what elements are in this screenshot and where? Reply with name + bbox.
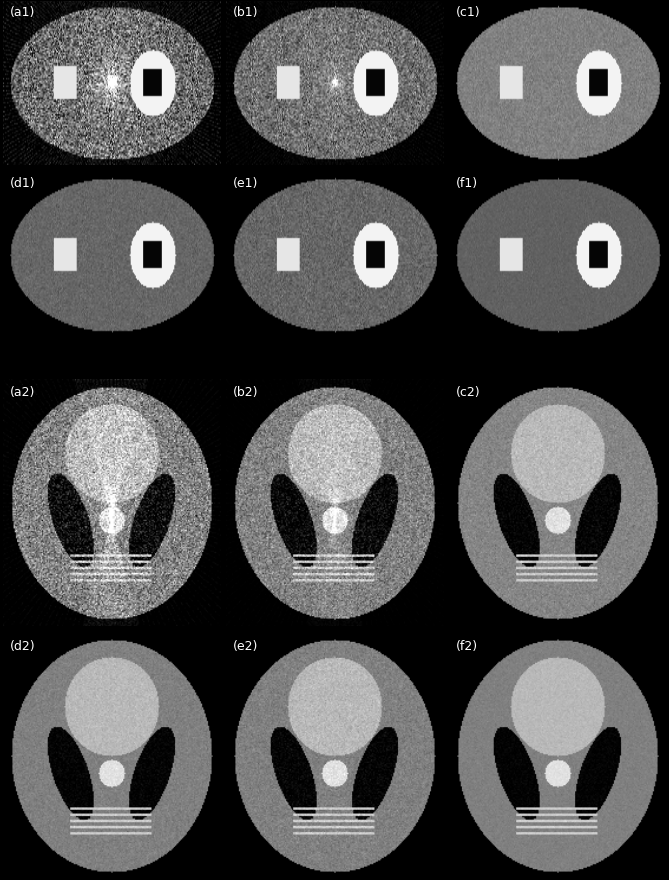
Text: (a2): (a2) xyxy=(10,386,35,400)
Text: (d1): (d1) xyxy=(10,177,35,190)
Text: (b1): (b1) xyxy=(233,6,258,18)
Text: (a1): (a1) xyxy=(10,6,35,18)
Text: (c2): (c2) xyxy=(456,386,480,400)
Text: (e2): (e2) xyxy=(233,640,258,653)
Text: (c1): (c1) xyxy=(456,6,480,18)
Text: (e1): (e1) xyxy=(233,177,258,190)
Text: (f1): (f1) xyxy=(456,177,478,190)
Text: (b2): (b2) xyxy=(233,386,258,400)
Text: (d2): (d2) xyxy=(10,640,35,653)
Text: (f2): (f2) xyxy=(456,640,478,653)
